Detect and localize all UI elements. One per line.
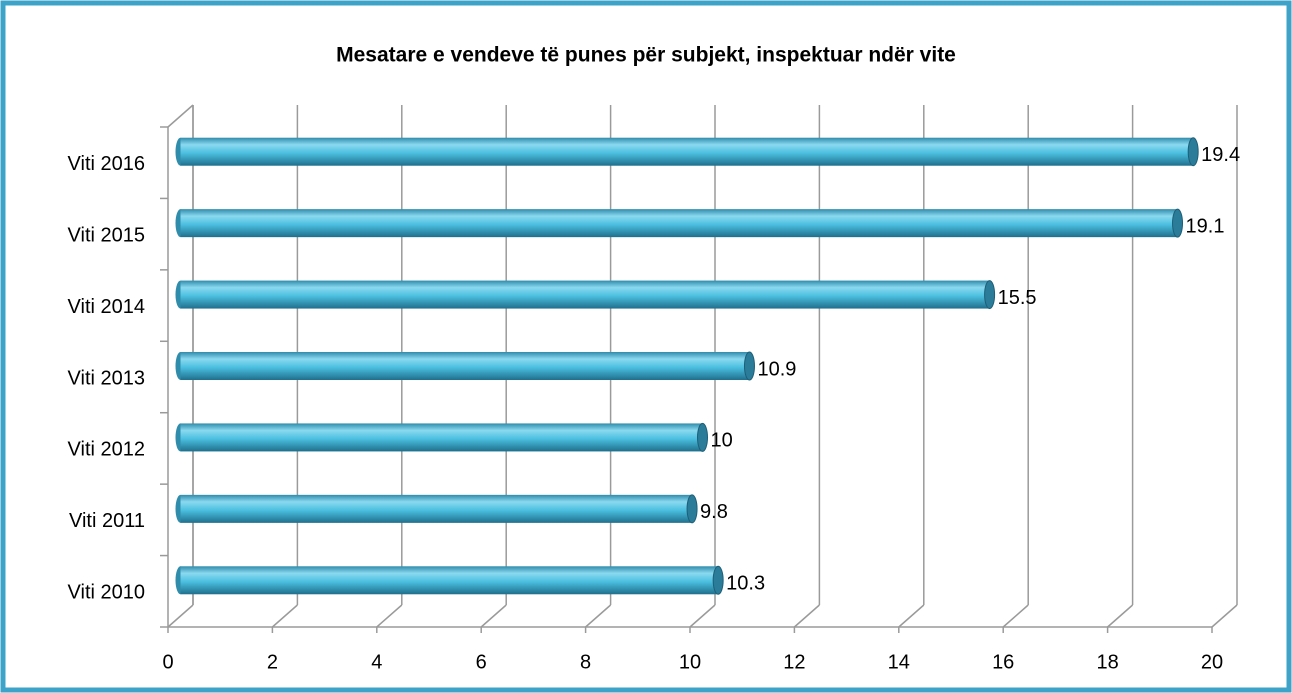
value-label: 19.1: [1186, 215, 1225, 237]
bar-cap: [686, 494, 698, 524]
x-tick-label: 2: [267, 651, 278, 673]
bar: [180, 209, 1178, 238]
bar-cap: [743, 351, 755, 381]
value-label: 10.3: [726, 573, 765, 595]
bar: [180, 280, 990, 309]
bar-cap: [1172, 208, 1184, 238]
y-tick-label: Viti 2010: [68, 582, 145, 604]
x-tick-label: 16: [992, 651, 1014, 673]
grid-line: [1002, 604, 1029, 628]
x-tick-label: 4: [371, 651, 382, 673]
x-tick-label: 8: [580, 651, 591, 673]
x-tick-label: 12: [783, 651, 805, 673]
bar: [180, 137, 1194, 166]
y-tick-label: Viti 2016: [68, 153, 145, 175]
value-label: 10: [711, 430, 733, 452]
y-tick-label: Viti 2014: [68, 296, 145, 318]
value-label: 10.9: [757, 358, 796, 380]
grid-line: [689, 604, 716, 628]
value-label: 19.4: [1201, 144, 1240, 166]
x-tick-label: 10: [679, 651, 701, 673]
bar: [180, 423, 703, 452]
grid-line: [376, 604, 403, 628]
value-label: 15.5: [998, 287, 1037, 309]
x-tick-label: 20: [1201, 651, 1223, 673]
bar-cap: [984, 280, 996, 310]
bar: [180, 566, 719, 595]
x-tick-label: 6: [476, 651, 487, 673]
bar: [180, 352, 750, 380]
x-tick-label: 18: [1096, 651, 1118, 673]
grid-line: [585, 604, 612, 628]
grid-line: [793, 604, 820, 628]
grid-line: [167, 604, 194, 628]
y-tick-label: Viti 2012: [68, 439, 145, 461]
grid-line: [1107, 604, 1134, 628]
chart-title: Mesatare e vendeve të punes për subjekt,…: [336, 44, 956, 67]
bar-cap: [712, 565, 724, 595]
grid-line: [1211, 604, 1238, 628]
bar-cap: [697, 422, 708, 452]
wall-line: [167, 104, 194, 128]
y-tick-label: Viti 2013: [68, 367, 145, 389]
x-tick-label: 14: [888, 651, 910, 673]
value-label: 9.8: [700, 501, 728, 523]
grid-line: [271, 604, 298, 628]
grid-line: [898, 604, 925, 628]
x-tick-label: 0: [162, 651, 173, 673]
bar-cap: [1187, 137, 1199, 167]
y-tick-label: Viti 2015: [68, 224, 145, 246]
grid-line: [480, 604, 507, 628]
y-tick-label: Viti 2011: [69, 510, 145, 532]
bar: [180, 494, 693, 523]
